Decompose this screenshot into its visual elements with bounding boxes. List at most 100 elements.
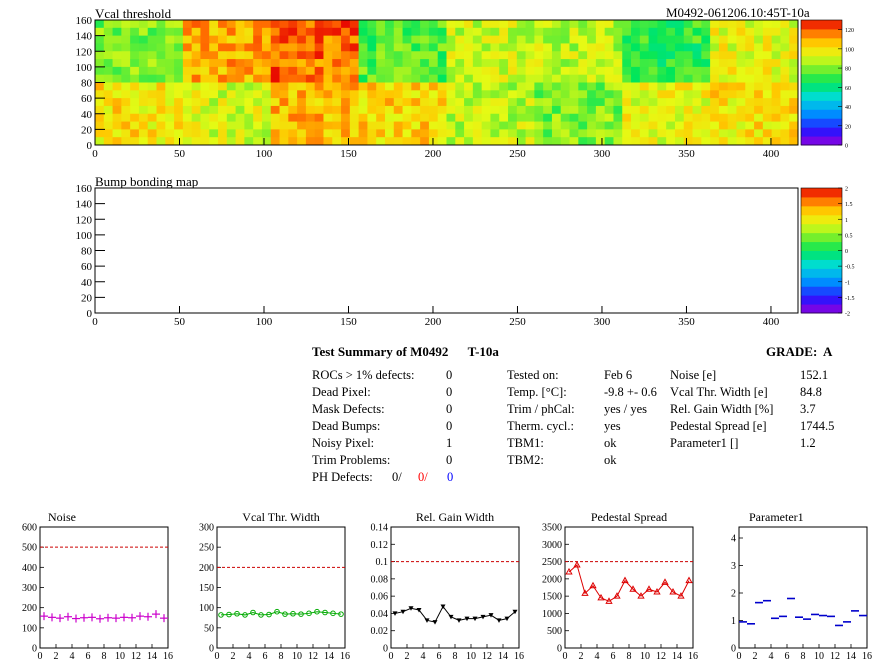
vcal-cell: [235, 129, 245, 138]
vcal-cell: [657, 90, 667, 99]
vcal-cell: [402, 113, 412, 122]
vcal-cell: [604, 66, 614, 76]
vcal-cell: [516, 82, 526, 91]
vcal-cell: [490, 66, 500, 76]
vcal-cell: [341, 90, 351, 99]
vcal-cell: [191, 35, 201, 44]
bump-colorbar-cell: [801, 295, 842, 305]
vcal-cell: [446, 74, 456, 83]
vcal-width-y-tick-label: 200: [199, 563, 214, 574]
vcal-cell: [305, 113, 316, 122]
vcal-cell: [95, 121, 105, 130]
vcal-cell: [270, 51, 280, 60]
vcal-cell: [727, 43, 737, 52]
vcal-cell: [490, 82, 500, 91]
vcal-cell: [657, 121, 667, 130]
bump-y-tick-label: 120: [76, 214, 93, 226]
vcal-cell: [138, 51, 149, 60]
vcal-cell: [472, 43, 483, 52]
vcal-cell: [253, 43, 263, 52]
vcal-cell: [411, 105, 421, 115]
vcal-cell: [323, 137, 333, 146]
vcal-cell: [683, 113, 693, 122]
vcal-cell: [771, 82, 781, 91]
vcal-cell: [358, 129, 368, 138]
vcal-cell: [710, 51, 720, 60]
vcal-cell: [182, 27, 193, 37]
vcal-cell: [253, 90, 263, 99]
vcal-cell: [305, 90, 316, 99]
vcal-cell: [710, 113, 720, 122]
vcal-cell: [472, 105, 483, 115]
vcal-cell: [174, 121, 184, 130]
vcal-cell: [701, 113, 711, 122]
vcal-cell: [297, 98, 307, 107]
vcal-cell: [789, 27, 799, 37]
vcal-width-y-tick-label: 100: [199, 603, 214, 614]
vcal-cell: [112, 98, 122, 107]
vcal-y-tick-label: 140: [76, 31, 93, 43]
pedestal-x-tick-label: 6: [611, 651, 616, 662]
vcal-cell: [639, 35, 650, 44]
vcal-cell: [683, 121, 693, 130]
vcal-cell: [481, 43, 491, 52]
vcal-cell: [543, 35, 553, 44]
vcal-cell: [218, 74, 228, 83]
vcal-cell: [376, 74, 386, 83]
vcal-cell: [508, 43, 518, 52]
vcal-cell: [411, 74, 421, 83]
vcal-cell: [560, 113, 570, 122]
pedestal-y-tick-label: 3500: [542, 523, 562, 534]
vcal-cell: [481, 35, 491, 44]
vcal-cell: [174, 98, 184, 107]
vcal-cell: [464, 90, 474, 99]
gain-width-y-tick-label: 0.02: [371, 626, 389, 637]
gain-width-point: [424, 618, 430, 623]
vcal-cell: [376, 82, 386, 91]
vcal-cell: [147, 35, 157, 44]
vcal-cell: [384, 35, 395, 44]
vcal-cell: [244, 82, 254, 91]
vcal-cell: [754, 82, 764, 91]
vcal-cell: [736, 90, 746, 99]
pedestal-point: [661, 578, 669, 585]
vcal-cell: [384, 82, 395, 91]
vcal-width-point: [258, 612, 264, 618]
vcal-cell: [174, 90, 184, 99]
gain-width-point: [472, 616, 478, 622]
vcal-cell: [771, 35, 781, 44]
gain-width-point: [408, 606, 414, 611]
vcal-cell: [780, 121, 790, 130]
vcal-cell: [349, 82, 360, 91]
vcal-cell: [261, 43, 272, 52]
vcal-cell: [587, 59, 597, 68]
vcal-width-x-tick-label: 4: [247, 651, 252, 662]
vcal-cell: [525, 98, 535, 107]
parameter1-x-tick-label: 12: [830, 651, 840, 662]
vcal-cell: [393, 137, 403, 146]
vcal-cell: [332, 27, 342, 37]
vcal-colorbar-cell: [801, 20, 842, 30]
vcal-cell: [780, 105, 790, 115]
vcal-cell: [613, 27, 623, 37]
vcal-cell: [762, 35, 773, 44]
vcal-width-point: [274, 608, 280, 615]
vcal-cell: [218, 121, 228, 130]
vcal-cell: [710, 66, 720, 76]
vcal-cell: [780, 51, 790, 60]
vcal-cell: [191, 20, 201, 29]
vcal-cell: [200, 43, 210, 52]
vcal-cell: [349, 51, 360, 60]
vcal-cell: [103, 66, 113, 76]
noise-y-tick-label: 300: [22, 583, 37, 594]
vcal-cell: [657, 74, 667, 83]
vcal-width-point: [282, 611, 288, 617]
vcal-cell: [165, 43, 175, 52]
vcal-cell: [666, 137, 676, 146]
vcal-cell: [165, 82, 175, 91]
vcal-cell: [393, 66, 403, 76]
vcal-cell: [639, 121, 650, 130]
vcal-cell: [701, 20, 711, 29]
parameter1-x-tick-label: 0: [737, 651, 742, 662]
vcal-cell: [543, 74, 553, 83]
